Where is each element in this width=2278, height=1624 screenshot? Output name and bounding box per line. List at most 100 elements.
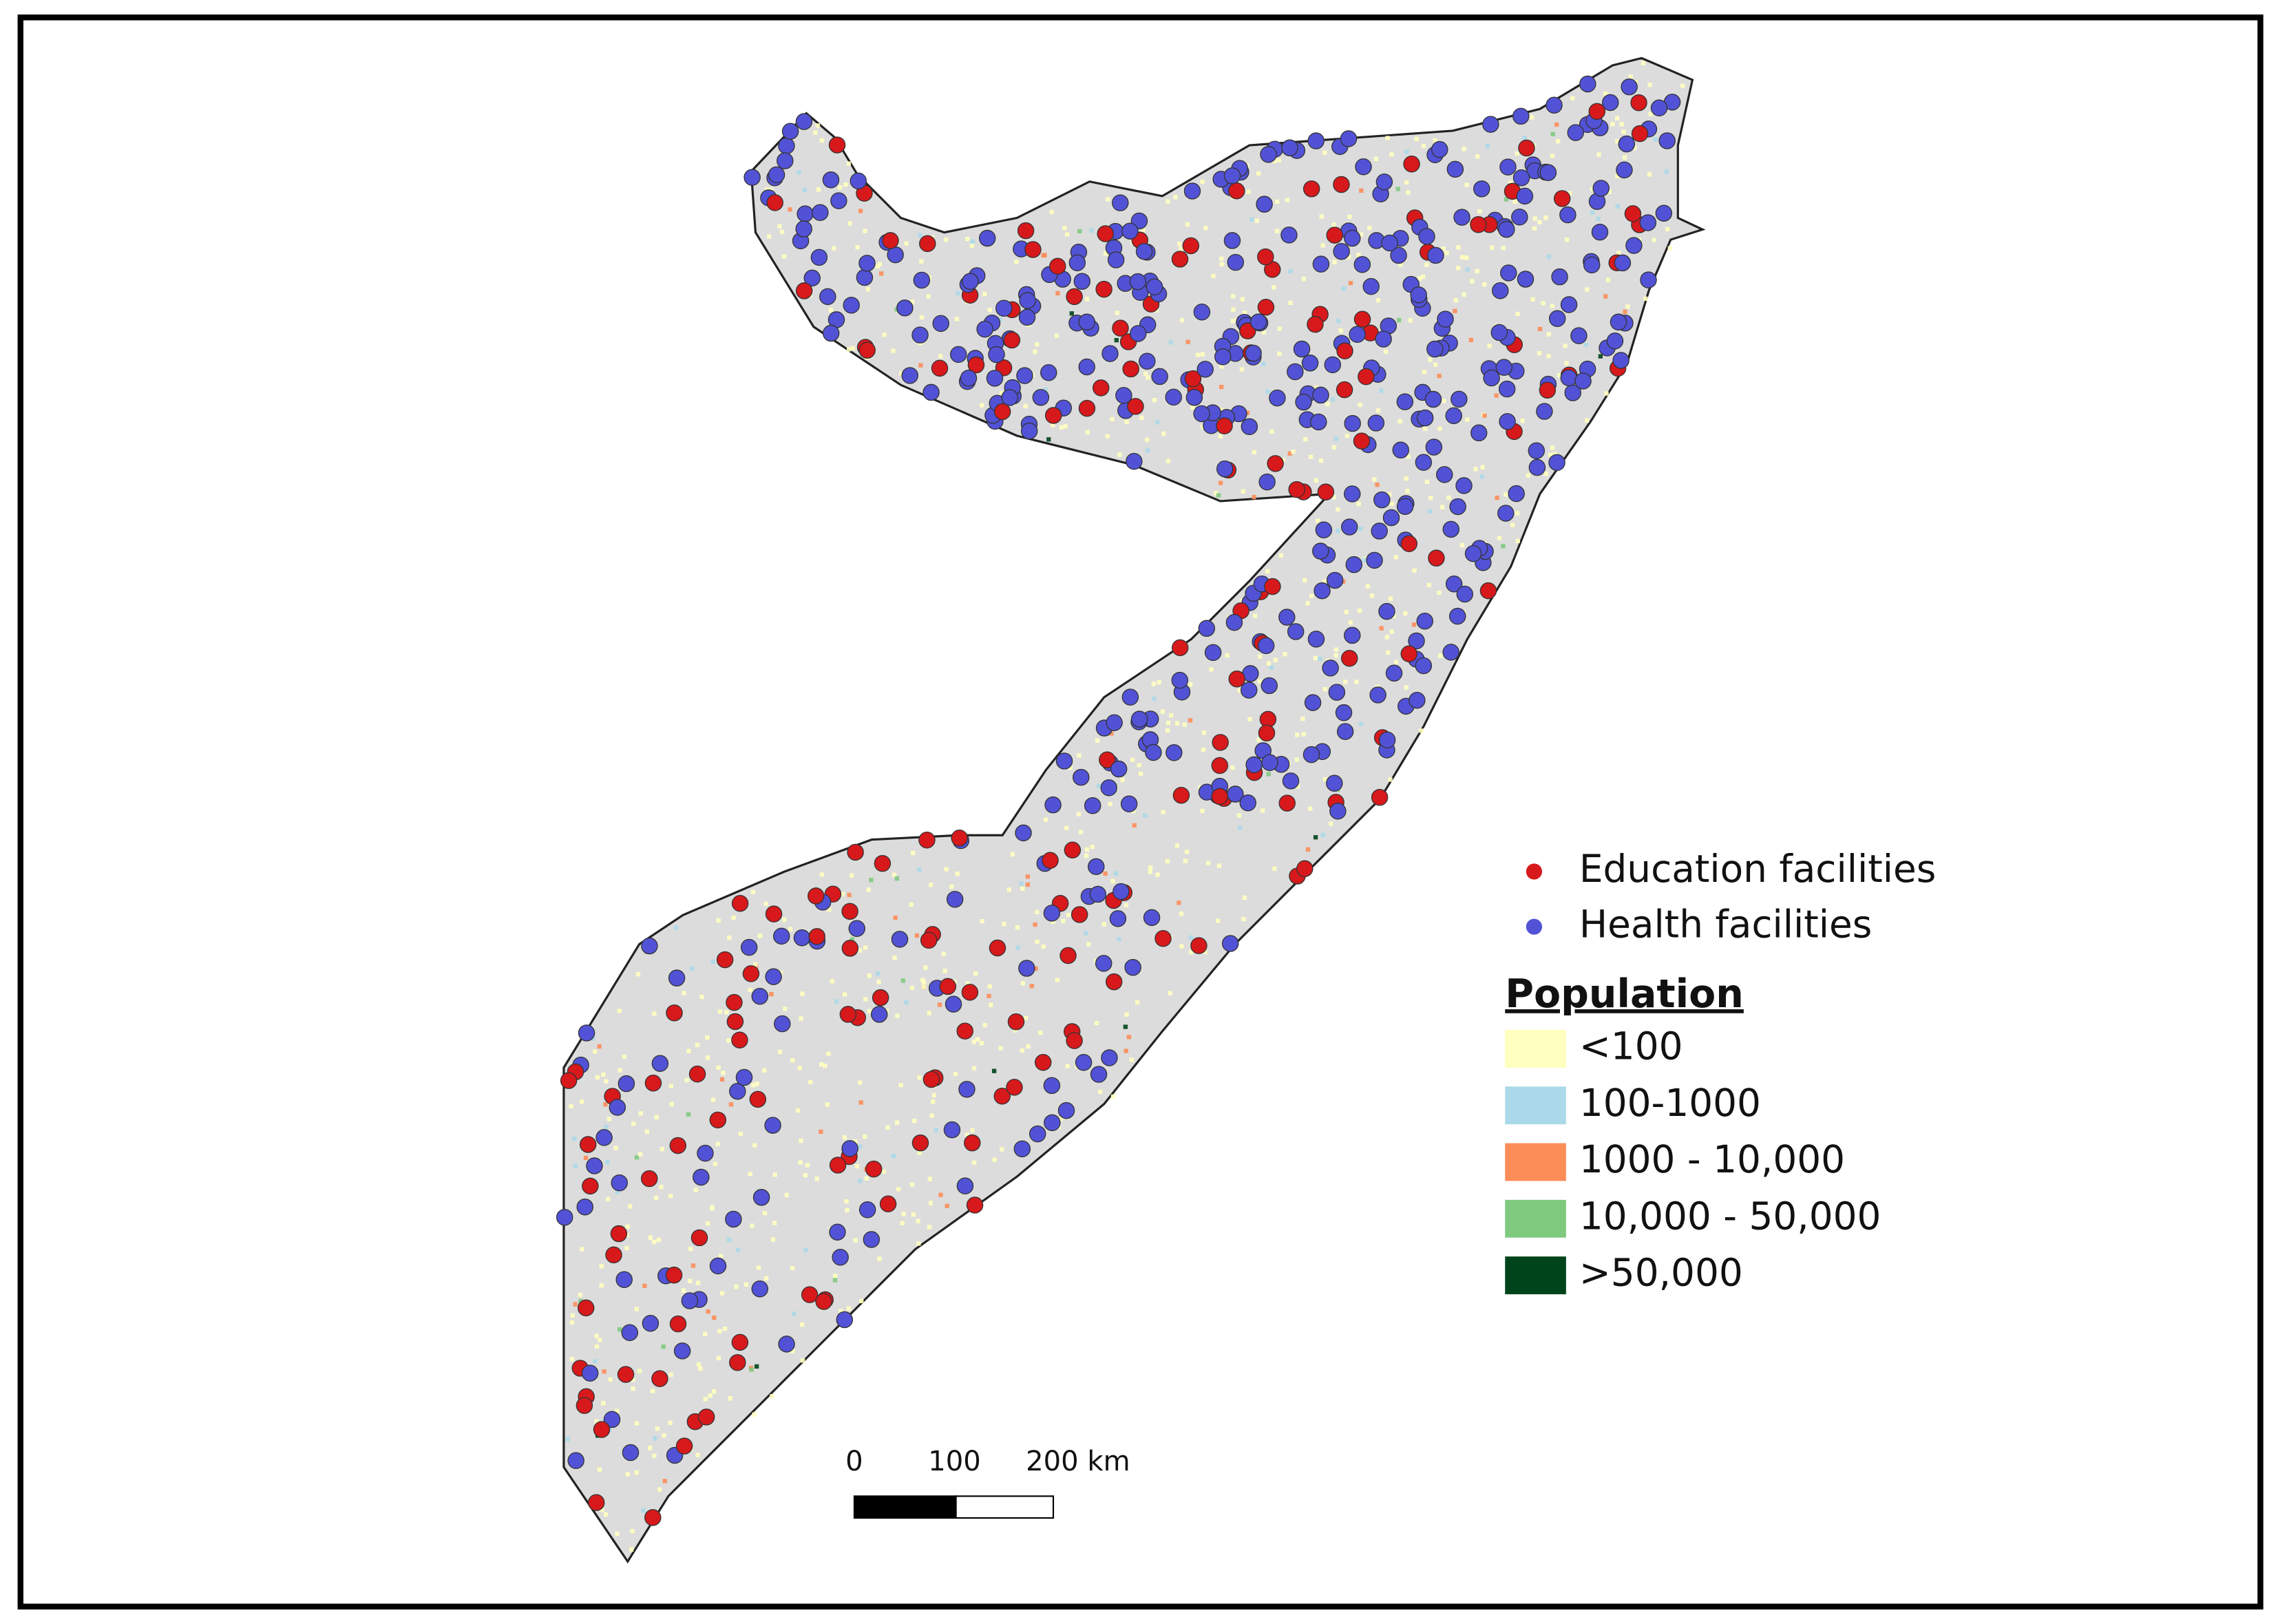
health-point (1112, 194, 1129, 211)
health-point (622, 1444, 640, 1462)
population-cell (805, 1163, 810, 1168)
population-cell (830, 979, 835, 984)
population-cell (756, 1265, 761, 1270)
population-cell (1475, 268, 1479, 274)
population-cell (1563, 344, 1568, 348)
population-cell (1515, 151, 1520, 156)
population-cell (1615, 138, 1620, 144)
population-cell (858, 1179, 863, 1183)
population-cell (1301, 276, 1307, 282)
education-point (815, 1293, 832, 1310)
population-cell (1379, 388, 1384, 393)
population-cell (1348, 281, 1353, 286)
health-point (1559, 206, 1576, 224)
health-point (1473, 180, 1490, 198)
health-point (1442, 520, 1459, 538)
education-point (1097, 225, 1114, 242)
health-point (932, 315, 949, 333)
population-cell (1625, 304, 1630, 309)
population-cell (1522, 136, 1527, 140)
legend-label: <100 (1579, 1024, 1683, 1068)
health-point (830, 192, 847, 209)
population-cell (719, 1077, 725, 1082)
population-cell (858, 1144, 863, 1149)
education-point (967, 356, 985, 374)
health-point (1029, 1125, 1046, 1143)
population-cell (1331, 222, 1336, 227)
population-cell (1161, 810, 1166, 814)
population-cell (839, 1309, 843, 1314)
population-cell (1033, 966, 1038, 971)
population-cell (1422, 370, 1427, 375)
population-cell (1106, 197, 1110, 202)
population-cell (1049, 209, 1054, 215)
population-cell (869, 878, 874, 883)
population-cell (699, 994, 704, 1000)
health-point (743, 169, 761, 186)
health-point (1378, 731, 1396, 749)
health-point (595, 1129, 613, 1146)
population-cell (650, 1389, 655, 1393)
population-cell (1485, 144, 1490, 149)
education-point (993, 1087, 1011, 1105)
population-cell (1216, 863, 1222, 868)
population-cell (1303, 578, 1307, 583)
population-cell (752, 1143, 757, 1148)
population-cell (1260, 808, 1265, 813)
population-cell (767, 234, 772, 239)
education-point (665, 1266, 683, 1284)
population-cell (1332, 260, 1337, 264)
population-cell (1309, 593, 1314, 598)
population-cell (716, 918, 721, 923)
population-cell (592, 1049, 598, 1054)
population-cell (1165, 728, 1170, 733)
population-cell (1132, 823, 1137, 828)
population-cell (1652, 238, 1657, 242)
health-point (1214, 348, 1232, 366)
health-point (1650, 99, 1668, 117)
population-cell (923, 965, 928, 970)
population-cell (1247, 717, 1252, 721)
population-cell (1622, 155, 1627, 160)
population-cell (569, 1104, 573, 1109)
population-cell (757, 934, 763, 938)
population-cell (1245, 410, 1250, 415)
population-cell (1605, 277, 1611, 282)
population-cell (601, 1401, 606, 1406)
population-cell (930, 1099, 936, 1104)
population-cell (953, 1071, 958, 1077)
health-point (1185, 389, 1203, 406)
population-cell (1013, 1028, 1018, 1033)
health-point (1112, 883, 1130, 900)
population-cell (688, 1278, 693, 1283)
population-cell (1375, 408, 1381, 413)
population-cell (770, 1393, 774, 1399)
population-cell (703, 1331, 708, 1337)
education-point (726, 993, 743, 1011)
population-cell (652, 1239, 657, 1245)
education-point (1228, 182, 1245, 200)
health-point (1426, 340, 1444, 358)
population-cell (668, 1194, 673, 1199)
population-cell (1157, 679, 1161, 685)
population-cell (1135, 1000, 1140, 1005)
population-cell (631, 1121, 636, 1126)
health-point (829, 1223, 846, 1241)
education-point (593, 1421, 611, 1438)
population-cell (1029, 984, 1034, 989)
population-cell (600, 1507, 604, 1512)
education-point (709, 1111, 727, 1129)
population-cell (1077, 753, 1082, 758)
health-point (1570, 327, 1588, 344)
education-point (1049, 257, 1066, 275)
health-point (945, 995, 962, 1013)
population-cell (1373, 156, 1379, 162)
health-point (1349, 326, 1366, 343)
population-cell (1583, 342, 1588, 348)
population-cell (819, 1062, 824, 1067)
population-cell (864, 1176, 869, 1181)
health-point (1415, 454, 1433, 471)
population-cell (1615, 204, 1620, 209)
legend-title: Population (1505, 971, 1744, 1017)
population-cell (738, 1131, 743, 1137)
